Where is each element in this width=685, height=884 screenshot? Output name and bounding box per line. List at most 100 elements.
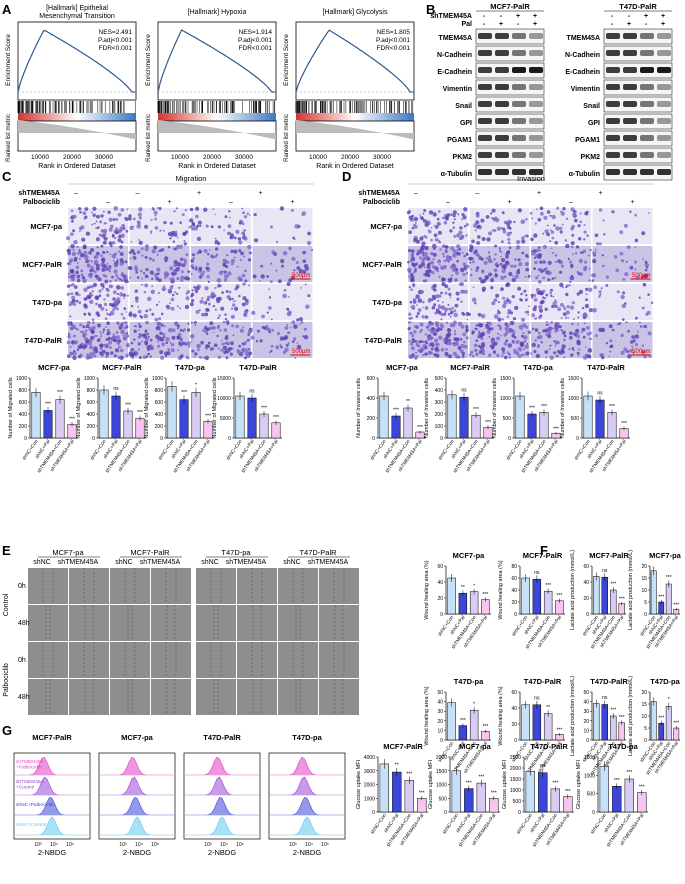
cell-dot (449, 323, 454, 327)
cell-dot (594, 248, 597, 251)
cell-dot (296, 342, 298, 344)
cell-dot (453, 309, 457, 313)
cell-dot (242, 326, 245, 329)
cell-dot (160, 355, 165, 360)
cell-dot (425, 341, 429, 345)
western-protein-label: TMEM45A (439, 35, 472, 42)
cell-dot (410, 288, 413, 292)
cell-dot (584, 346, 587, 348)
cell-dot (644, 262, 650, 268)
cell-dot (632, 351, 635, 354)
cell-dot (223, 278, 228, 282)
cell-dot (241, 347, 246, 352)
cell-dot (156, 207, 159, 209)
cell-dot (254, 238, 259, 243)
cell-dot (100, 282, 104, 286)
cell-dot (570, 353, 574, 357)
western-blot-box (603, 113, 673, 130)
cell-dot (463, 225, 467, 228)
cell-dot (576, 339, 581, 344)
cell-dot (174, 247, 177, 250)
cell-dot (546, 224, 549, 227)
cell-dot (546, 210, 551, 214)
cell-dot (551, 236, 555, 240)
cell-dot (538, 253, 542, 257)
western-band (657, 67, 671, 73)
migration-scale-text: 500μm (292, 273, 310, 279)
bar-sig-label: *** (417, 425, 423, 431)
bar (521, 704, 530, 741)
cell-dot (241, 302, 246, 307)
flow-histogram (269, 816, 345, 836)
cell-dot (407, 267, 412, 273)
cell-dot (452, 249, 457, 254)
cell-dot (554, 254, 558, 257)
bar-y-tick-label: 10000 (217, 396, 231, 402)
bar-sig-label: * (473, 583, 475, 589)
cell-dot (91, 290, 94, 293)
bar-y-tick-label: 60 (437, 564, 443, 570)
cell-dot (179, 341, 184, 346)
cell-dot (92, 349, 95, 352)
cell-dot (179, 338, 183, 341)
cell-dot (496, 353, 500, 358)
bar (123, 410, 133, 439)
cell-dot (472, 355, 475, 358)
bar-y-tick-label: 15 (641, 702, 647, 708)
cell-dot (445, 333, 451, 339)
bar-y-tick-label: 0 (372, 810, 375, 816)
wound-image (28, 605, 68, 641)
cell-dot (228, 290, 232, 294)
cell-dot (210, 326, 215, 330)
cell-dot (232, 300, 235, 303)
cell-dot (433, 353, 437, 357)
western-band (640, 152, 654, 158)
cell-dot (299, 323, 301, 325)
cell-dot (501, 211, 505, 215)
bar-y-label: Wound healing area (%) (498, 686, 504, 745)
cell-dot (625, 260, 628, 263)
bar-y-label: Number of Migrated cells (144, 377, 150, 438)
cell-dot (195, 206, 200, 211)
cell-dot (259, 339, 263, 343)
cell-dot (551, 277, 555, 280)
cell-dot (629, 340, 634, 344)
cell-dot (505, 283, 510, 288)
cell-dot (581, 327, 586, 332)
cell-dot (517, 208, 523, 213)
cell-dot (110, 351, 114, 355)
cell-dot (498, 301, 500, 304)
cell-dot (122, 316, 126, 320)
cell-dot (541, 342, 544, 344)
cell-dot (298, 317, 303, 322)
cell-dot (268, 296, 272, 299)
wound-sub-sh: shTMEM45A (308, 559, 349, 566)
western-band (478, 152, 492, 158)
cell-dot (266, 311, 269, 314)
cell-dot (605, 275, 610, 279)
cell-dot (116, 292, 119, 296)
cell-dot (414, 268, 417, 271)
cell-dot (86, 320, 91, 325)
cell-dot (555, 301, 558, 304)
cell-dot (468, 353, 472, 357)
flow-x-tick: 10⁴ (50, 842, 58, 848)
cell-dot (70, 258, 74, 262)
cell-dot (455, 271, 459, 275)
cell-dot (232, 334, 235, 337)
cell-dot (408, 275, 411, 278)
western-protein-label: E-Cadhein (565, 69, 600, 76)
gsea-rank-y-label: Ranked list metric (146, 114, 152, 162)
gsea-x-tick: 30000 (373, 154, 391, 161)
cell-dot (99, 343, 104, 348)
cell-dot (229, 250, 232, 253)
invasion-row-label: MCF7-PalR (362, 260, 402, 269)
cell-dot (579, 289, 583, 294)
cell-dot (109, 265, 111, 267)
cell-dot (288, 247, 292, 251)
cell-dot (483, 260, 488, 265)
cell-dot (449, 229, 453, 233)
bar (610, 589, 617, 615)
cell-dot (282, 293, 287, 299)
